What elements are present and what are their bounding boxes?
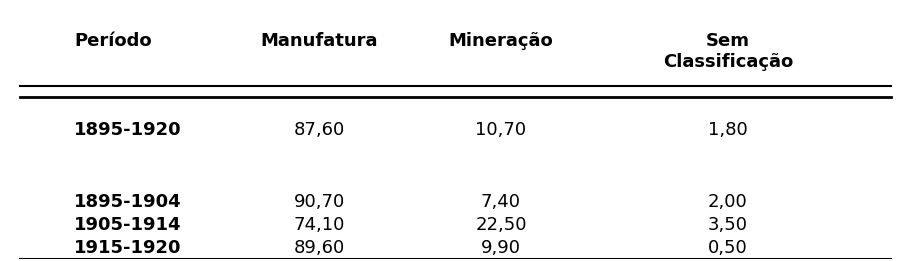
Text: 7,40: 7,40 — [481, 193, 521, 211]
Text: 2,00: 2,00 — [708, 193, 748, 211]
Text: Mineração: Mineração — [448, 32, 553, 50]
Text: 3,50: 3,50 — [708, 216, 748, 234]
Text: 9,90: 9,90 — [481, 239, 521, 257]
Text: 87,60: 87,60 — [293, 121, 345, 139]
Text: 0,50: 0,50 — [708, 239, 748, 257]
Text: 89,60: 89,60 — [293, 239, 345, 257]
Text: Manufatura: Manufatura — [261, 32, 378, 50]
Text: 1905-1914: 1905-1914 — [74, 216, 181, 234]
Text: 90,70: 90,70 — [293, 193, 345, 211]
Text: 22,50: 22,50 — [476, 216, 527, 234]
Text: Período: Período — [74, 32, 151, 50]
Text: Sem
Classificação: Sem Classificação — [663, 32, 793, 71]
Text: 10,70: 10,70 — [476, 121, 527, 139]
Text: 1895-1920: 1895-1920 — [74, 121, 181, 139]
Text: 1915-1920: 1915-1920 — [74, 239, 181, 257]
Text: 74,10: 74,10 — [293, 216, 345, 234]
Text: 1895-1904: 1895-1904 — [74, 193, 181, 211]
Text: 1,80: 1,80 — [708, 121, 748, 139]
